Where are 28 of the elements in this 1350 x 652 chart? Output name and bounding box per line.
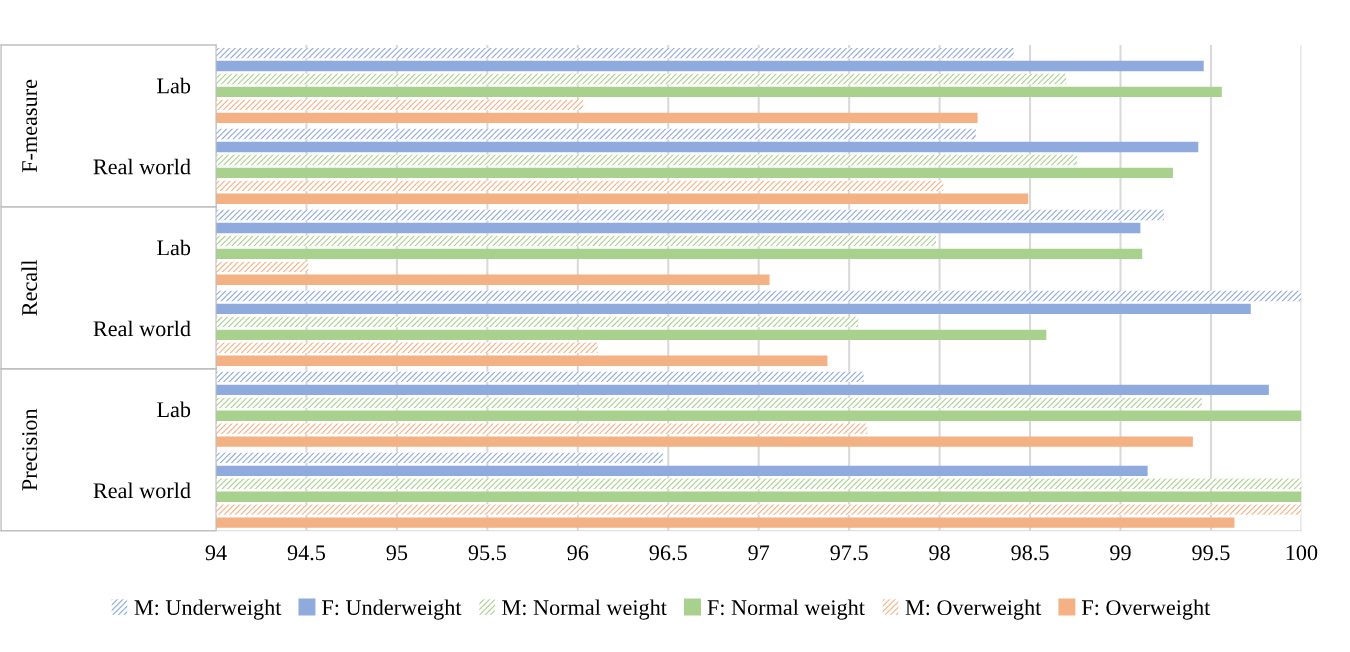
x-tick-label: 96 (567, 545, 589, 561)
legend-label: M: Overweight (905, 599, 1042, 620)
legend-label: F: Underweight (322, 599, 462, 620)
y-tick-label: Real world (93, 482, 191, 499)
text: F-measure (22, 79, 38, 173)
x-tick-label: 94 (205, 545, 227, 561)
legend-label: M: Normal weight (502, 599, 667, 620)
x-tick-label: 97.5 (830, 545, 868, 561)
x-tick-label: 94.5 (287, 545, 326, 561)
y-tick-label: Real world (93, 158, 191, 175)
x-tick-label: 100 (1286, 545, 1318, 561)
legend-label: F: Normal weight (707, 599, 865, 620)
x-tick-label: 97 (748, 545, 770, 561)
y-tick-label: Lab (157, 239, 191, 256)
x-tick-label: 99.5 (1192, 545, 1230, 561)
text: Precision (22, 408, 38, 491)
x-tick-label: 99 (1110, 545, 1131, 561)
x-tick-label: 98 (929, 545, 950, 561)
x-tick-label: 95.5 (468, 545, 506, 561)
x-tick-label: 98.5 (1011, 545, 1049, 561)
x-tick-label: 95 (386, 545, 408, 561)
y-tick-label: Lab (157, 401, 191, 418)
x-tick-label: 96.5 (649, 545, 687, 561)
y-tick-label: Lab (157, 77, 191, 94)
y-tick-label: Real world (93, 320, 191, 337)
legend-label: F: Overweight (1081, 599, 1211, 620)
text: Recall (21, 259, 38, 316)
legend-label: M: Underweight (134, 599, 282, 620)
